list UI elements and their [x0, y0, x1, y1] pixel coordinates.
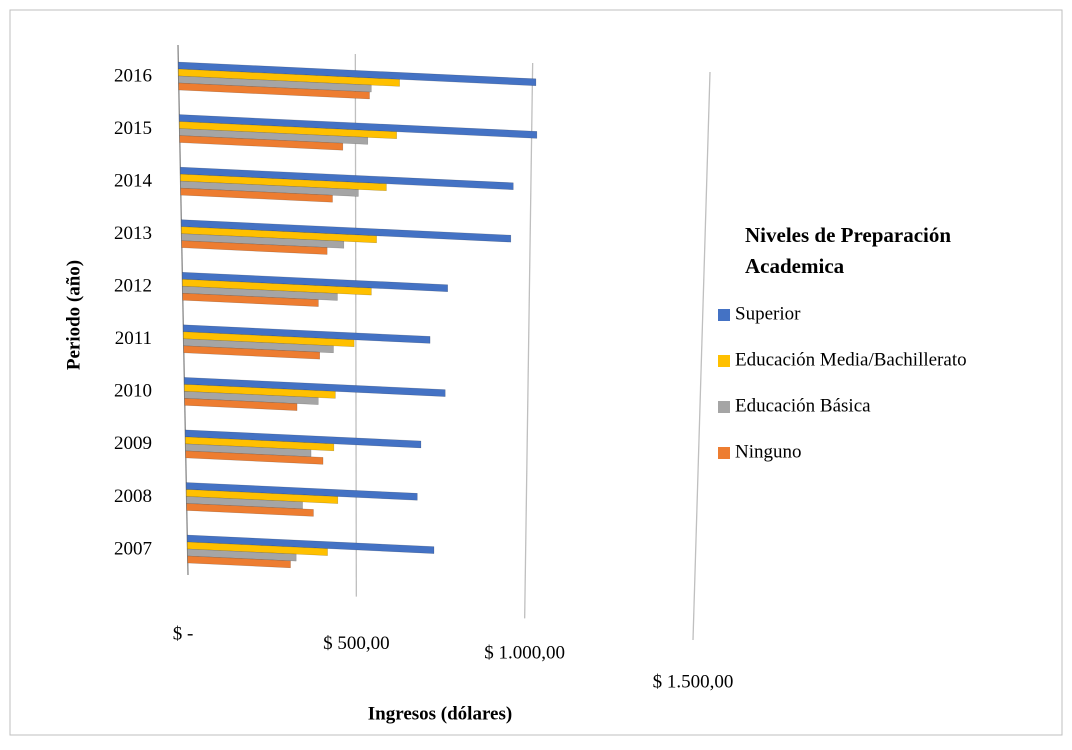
legend-label: Educación Media/Bachillerato [735, 349, 967, 370]
bar [187, 548, 297, 562]
legend-swatch [718, 355, 730, 367]
x-tick-label: $ 1.500,00 [653, 671, 734, 692]
bar [180, 173, 387, 192]
y-tick-label: 2009 [114, 433, 152, 454]
y-tick-label: 2008 [114, 486, 152, 507]
legend-label: Superior [735, 303, 801, 324]
legend-swatch [718, 447, 730, 459]
bar [183, 338, 334, 354]
bar [180, 180, 359, 197]
legend-label: Ninguno [735, 441, 802, 462]
grid-line [692, 71, 711, 641]
legend-title: Niveles de Preparación Academica [745, 223, 952, 278]
bar [183, 331, 355, 348]
y-tick-label: 2007 [114, 538, 152, 559]
bar [182, 278, 372, 296]
bar [178, 68, 400, 87]
legend-swatch [718, 309, 730, 321]
y-tick-label: 2014 [114, 170, 153, 191]
bar [183, 324, 431, 344]
bar [179, 121, 397, 140]
bar [178, 75, 372, 93]
chart-border [9, 9, 1063, 736]
y-tick-label: 2010 [114, 381, 152, 402]
bar [179, 128, 369, 145]
grid-line [354, 53, 357, 597]
x-axis-title: Ingresos (dólares) [368, 703, 512, 724]
bar [186, 482, 418, 501]
y-tick-label: 2015 [114, 118, 152, 139]
bar [185, 429, 422, 449]
y-tick-label: 2016 [114, 65, 152, 86]
y-tick-label: 2013 [114, 223, 152, 244]
bar [184, 391, 319, 405]
bar [181, 233, 345, 249]
x-tick-label: $ 1.000,00 [484, 643, 565, 664]
legend-title-box: Niveles de Preparación Academica [745, 223, 952, 278]
bar [178, 61, 537, 87]
bar [185, 436, 335, 452]
bar [182, 285, 338, 301]
y-tick-label: 2011 [115, 328, 152, 349]
bar [184, 377, 446, 397]
x-tick-label: $ 500,00 [323, 633, 390, 654]
bar [186, 503, 314, 517]
bar [186, 489, 339, 504]
grid-line [524, 62, 534, 619]
bar [181, 240, 328, 255]
bar [179, 114, 538, 139]
bar [187, 541, 328, 556]
bar [181, 219, 512, 243]
bar [180, 166, 514, 191]
bar [180, 187, 333, 203]
bar [186, 534, 435, 554]
bar [181, 226, 377, 244]
x-tick-label: $ - [173, 623, 194, 644]
legend-label: Educación Básica [735, 395, 871, 416]
bar [183, 345, 320, 360]
y-tick-label: 2012 [114, 276, 152, 297]
bar [182, 292, 319, 307]
y-axis-title: Periodo (año) [63, 260, 84, 370]
legend-swatch [718, 401, 730, 413]
bar [179, 135, 344, 151]
bar [178, 82, 370, 100]
bar [182, 271, 448, 292]
bar [184, 384, 336, 399]
bar [184, 398, 298, 411]
bar [185, 450, 324, 465]
bar [187, 555, 291, 569]
